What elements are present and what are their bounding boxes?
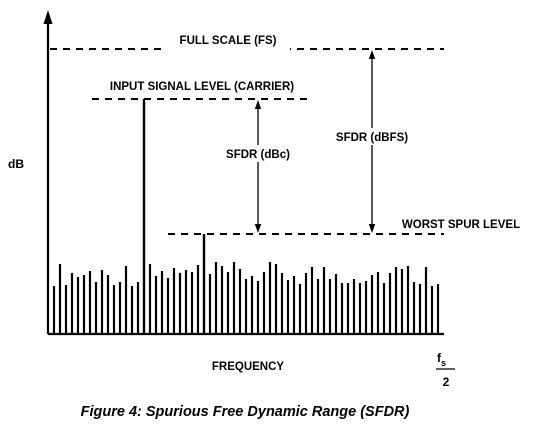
sfdr-dbfs-label-backing [326,128,418,145]
worst-spur-level-label: WORST SPUR LEVEL [402,219,520,231]
full-scale-label: FULL SCALE (FS) [180,35,277,47]
nyquist-denominator: 2 [443,375,450,389]
sfdr-dbc-label: SFDR (dBc) [226,149,290,161]
sfdr-dbfs-arrowhead-down [368,224,376,233]
nyquist-numerator: fs [437,351,446,368]
noise-floor-spurs [52,262,440,334]
y-axis-label: dB [8,157,24,171]
input-signal-level-label: INPUT SIGNAL LEVEL (CARRIER) [110,81,294,93]
nyquist-fraction-label: fs 2 [436,351,455,389]
sfdr-dbc-arrowhead-down [254,224,262,233]
sfdr-dbc-label-backing [218,145,298,162]
nyquist-subscript: s [441,358,446,368]
sfdr-dbc-arrowhead-up [254,100,262,109]
figure-caption: Figure 4: Spurious Free Dynamic Range (S… [81,404,410,420]
x-axis-label: FREQUENCY [212,361,285,373]
full-scale-label-backing [166,34,290,54]
sfdr-dbfs-label: SFDR (dBFS) [336,132,408,144]
sfdr-dbc-arrow [254,100,262,233]
sfdr-dbfs-arrowhead-up [368,50,376,59]
y-axis-arrowhead [43,10,53,24]
